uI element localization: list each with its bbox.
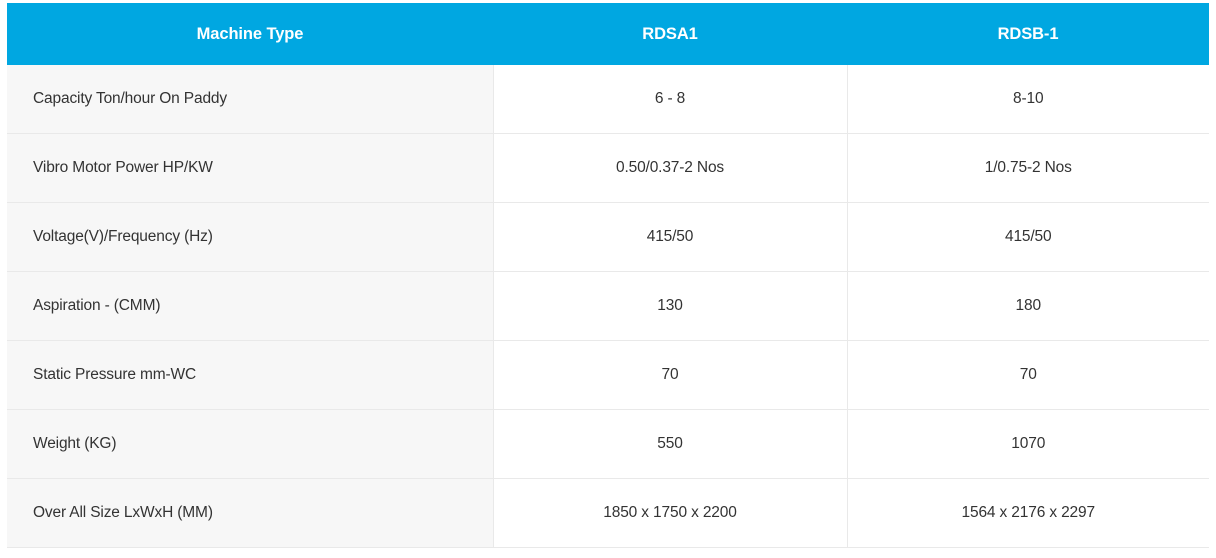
cell-rdsa1: 0.50/0.37-2 Nos [493, 133, 848, 203]
row-label: Over All Size LxWxH (MM) [7, 478, 494, 548]
row-label: Static Pressure mm-WC [7, 340, 494, 410]
row-label: Capacity Ton/hour On Paddy [7, 65, 494, 134]
column-header-rdsb-1: RDSB-1 [847, 3, 1209, 65]
cell-rdsb-1: 1564 x 2176 x 2297 [847, 478, 1209, 548]
table-row: Vibro Motor Power HP/KW 0.50/0.37-2 Nos … [7, 133, 1209, 203]
table-row: Aspiration - (CMM) 130 180 [7, 271, 1209, 341]
cell-rdsb-1: 180 [847, 271, 1209, 341]
cell-rdsb-1: 70 [847, 340, 1209, 410]
cell-rdsa1: 550 [493, 409, 848, 479]
row-label: Voltage(V)/Frequency (Hz) [7, 202, 494, 272]
cell-rdsb-1: 415/50 [847, 202, 1209, 272]
row-label: Aspiration - (CMM) [7, 271, 494, 341]
table-row: Static Pressure mm-WC 70 70 [7, 340, 1209, 410]
table-header-row: Machine Type RDSA1 RDSB-1 [7, 3, 1209, 65]
machine-specification-table: Machine Type RDSA1 RDSB-1 Capacity Ton/h… [7, 3, 1209, 548]
table-row: Capacity Ton/hour On Paddy 6 - 8 8-10 [7, 65, 1209, 134]
table-row: Voltage(V)/Frequency (Hz) 415/50 415/50 [7, 202, 1209, 272]
row-label: Vibro Motor Power HP/KW [7, 133, 494, 203]
cell-rdsa1: 130 [493, 271, 848, 341]
cell-rdsa1: 415/50 [493, 202, 848, 272]
column-header-rdsa1: RDSA1 [493, 3, 847, 65]
cell-rdsb-1: 1070 [847, 409, 1209, 479]
column-header-machine-type: Machine Type [7, 3, 493, 65]
cell-rdsb-1: 8-10 [847, 65, 1209, 134]
table-row: Weight (KG) 550 1070 [7, 409, 1209, 479]
cell-rdsb-1: 1/0.75-2 Nos [847, 133, 1209, 203]
cell-rdsa1: 1850 x 1750 x 2200 [493, 478, 848, 548]
cell-rdsa1: 70 [493, 340, 848, 410]
table-row: Over All Size LxWxH (MM) 1850 x 1750 x 2… [7, 478, 1209, 548]
table-body: Capacity Ton/hour On Paddy 6 - 8 8-10 Vi… [7, 65, 1209, 548]
table-header: Machine Type RDSA1 RDSB-1 [7, 3, 1209, 65]
row-label: Weight (KG) [7, 409, 494, 479]
cell-rdsa1: 6 - 8 [493, 65, 848, 134]
